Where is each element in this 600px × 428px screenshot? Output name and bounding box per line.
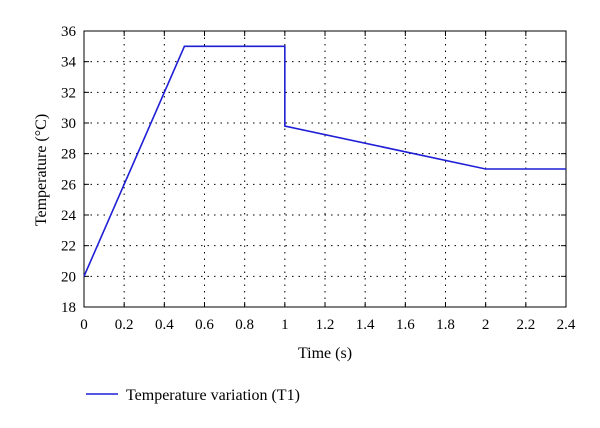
grid xyxy=(84,31,566,307)
x-tick-label: 1.4 xyxy=(356,317,375,333)
y-tick-label: 28 xyxy=(61,147,76,163)
x-tick-label: 0.8 xyxy=(235,317,254,333)
y-tick-label: 22 xyxy=(61,239,76,255)
legend: Temperature variation (T1) xyxy=(86,387,300,404)
y-tick-label: 30 xyxy=(61,116,76,132)
ticks: 0 0.2 0.4 0.6 0.8 1 1.2 1.4 1.6 1.8 2 2.2 2.4 18 20 22 2… xyxy=(61,24,576,333)
x-tick-label: 2 xyxy=(482,317,490,333)
y-tick-label: 36 xyxy=(61,24,77,40)
y-tick-label: 20 xyxy=(61,269,76,285)
x-tick-label: 1.8 xyxy=(436,317,455,333)
y-tick-label: 18 xyxy=(61,300,76,316)
y-tick-label: 34 xyxy=(61,55,77,71)
x-tick-label: 1.2 xyxy=(316,317,335,333)
series-layer xyxy=(83,45,566,277)
y-axis-label: Temperature (°C) xyxy=(33,114,50,226)
y-tick-label: 26 xyxy=(61,177,77,193)
series-line xyxy=(83,45,566,277)
x-tick-label: 0.2 xyxy=(115,317,134,333)
legend-label: Temperature variation (T1) xyxy=(126,387,300,404)
x-tick-label: 1.6 xyxy=(396,317,415,333)
y-tick-label: 24 xyxy=(61,208,77,224)
x-tick-label: 0.6 xyxy=(195,317,214,333)
x-tick-label: 2.4 xyxy=(557,317,576,333)
x-tick-label: 0 xyxy=(80,317,88,333)
x-tick-label: 0.4 xyxy=(155,317,174,333)
x-tick-label: 1 xyxy=(281,317,289,333)
y-tick-label: 32 xyxy=(61,85,76,101)
x-tick-label: 2.2 xyxy=(516,317,535,333)
x-axis-label: Time (s) xyxy=(298,345,352,362)
